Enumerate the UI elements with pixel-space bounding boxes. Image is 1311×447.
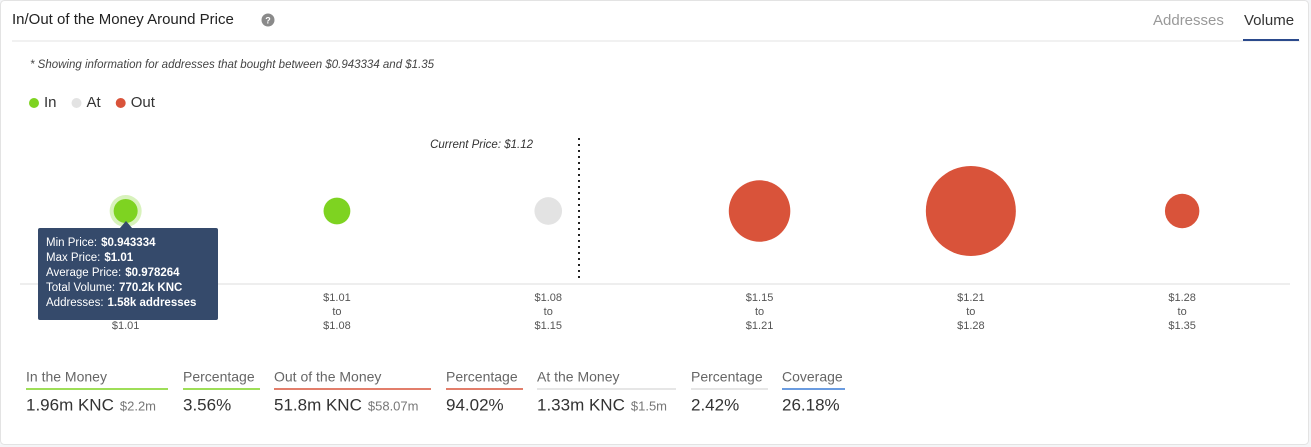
x-tick-label: $1.08 [323, 320, 351, 332]
stat-label: Percentage [183, 369, 255, 385]
x-tick-label: $1.21 [957, 292, 985, 304]
tooltip-label: Max Price: [46, 252, 100, 264]
bubble [323, 197, 351, 225]
note: * Showing information for addresses that… [30, 59, 435, 71]
stat-label: Coverage [782, 369, 843, 385]
x-tick-label: $1.21 [746, 320, 774, 332]
stat-sub: $58.07m [368, 398, 419, 413]
tooltip-label: Addresses: [46, 297, 104, 309]
stat-label: Percentage [691, 369, 763, 385]
stat-label: Percentage [446, 369, 518, 385]
x-tick-label: to [1178, 306, 1187, 318]
bubble [1164, 193, 1200, 229]
tooltip-row: Max Price: $1.01 [46, 252, 134, 264]
x-tick-label: $1.35 [1168, 320, 1196, 332]
x-tick-label: $1.01 [323, 292, 351, 304]
stat-label: In the Money [26, 369, 107, 385]
stat-sub: $2.2m [120, 398, 156, 413]
legend: In At Out [29, 94, 156, 111]
tooltip-row: Min Price: $0.943334 [46, 237, 156, 249]
tooltip-value: $0.978264 [125, 267, 180, 279]
tooltip-row: Total Volume: 770.2k KNC [46, 282, 182, 294]
legend-swatch [29, 98, 39, 108]
stat-sub: $1.5m [631, 398, 667, 413]
stat-value: 1.96m KNC [26, 395, 114, 414]
stat-label: At the Money [537, 369, 620, 385]
tooltip-value: 770.2k KNC [119, 282, 182, 294]
stat-value: 2.42% [691, 395, 739, 414]
tab-active[interactable]: Volume [1244, 12, 1294, 29]
stat-value: 1.33m KNC [537, 395, 625, 414]
stat-label: Out of the Money [274, 369, 381, 385]
x-tick-label: $1.28 [957, 320, 985, 332]
tooltip-label: Total Volume: [46, 282, 115, 294]
bubble [728, 180, 791, 242]
tooltip-row: Addresses: 1.58k addresses [46, 297, 196, 309]
tab[interactable]: Addresses [1153, 12, 1224, 29]
x-tick-label: $1.15 [746, 292, 774, 304]
x-tick-label: to [755, 306, 764, 318]
help-glyph: ? [265, 15, 271, 25]
x-tick-label: to [544, 306, 553, 318]
tooltip-label: Average Price: [46, 267, 121, 279]
stats: In the Money 1.96m KNC $2.2m Percentage 3.56… [26, 369, 845, 414]
legend-swatch [71, 98, 82, 108]
tooltip-value: $0.943334 [101, 237, 156, 249]
help-icon[interactable] [261, 13, 275, 27]
tooltip-arrow [120, 221, 132, 228]
x-tick-label: $1.01 [112, 320, 140, 332]
x-tick-label: to [332, 306, 341, 318]
bubble [113, 198, 138, 224]
plot: Current Price: $1.12 $1.01 $1.01 to $1.08 $1… [20, 138, 1290, 332]
tooltip-value: 1.58k addresses [108, 297, 197, 309]
x-tick-label: to [966, 306, 975, 318]
legend-label: Out [131, 94, 156, 111]
bubble [925, 165, 1016, 257]
stat-value: 51.8m KNC [274, 395, 362, 414]
legend-label: At [87, 94, 102, 111]
legend-label: In [44, 94, 57, 111]
x-tick-label: $1.15 [534, 320, 562, 332]
tooltip-value: $1.01 [104, 252, 133, 264]
x-tick-label: $1.08 [534, 292, 562, 304]
x-tick-label: $1.28 [1168, 292, 1196, 304]
annotation: Current Price: $1.12 [430, 139, 534, 151]
title: In/Out of the Money Around Price [12, 11, 234, 28]
stat-value: 3.56% [183, 395, 231, 414]
stat-value: 26.18% [782, 395, 840, 414]
bubble [534, 197, 563, 225]
tooltip-label: Min Price: [46, 237, 97, 249]
tooltip-row: Average Price: $0.978264 [46, 267, 180, 279]
stat-value: 94.02% [446, 395, 504, 414]
tooltip-box [38, 228, 218, 320]
legend-swatch [115, 98, 126, 108]
